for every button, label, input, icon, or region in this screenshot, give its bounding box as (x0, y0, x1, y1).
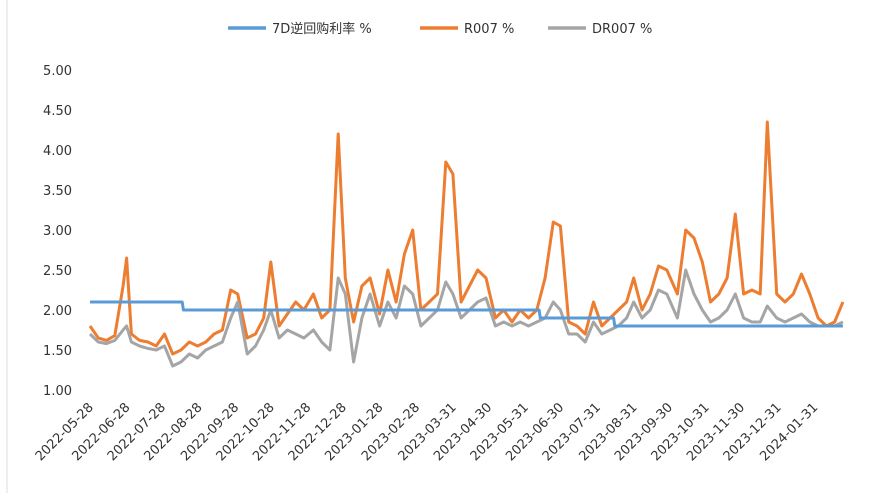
y-tick-label: 4.50 (43, 104, 72, 119)
y-tick-label: 2.50 (43, 264, 72, 279)
y-tick-label: 5.00 (43, 64, 72, 79)
y-tick-label: 3.50 (43, 184, 72, 199)
legend-label: DR007 % (592, 22, 652, 37)
legend-label: R007 % (464, 22, 514, 37)
series-line (90, 300, 843, 328)
y-tick-label: 2.00 (43, 304, 72, 319)
y-tick-label: 3.00 (43, 224, 72, 239)
y-tick-label: 4.00 (43, 144, 72, 159)
series-line (88, 268, 844, 368)
legend-label: 7D逆回购利率 % (272, 21, 372, 37)
series-line (88, 120, 845, 356)
y-tick-label: 1.50 (43, 344, 72, 359)
y-tick-label: 1.00 (43, 384, 72, 399)
